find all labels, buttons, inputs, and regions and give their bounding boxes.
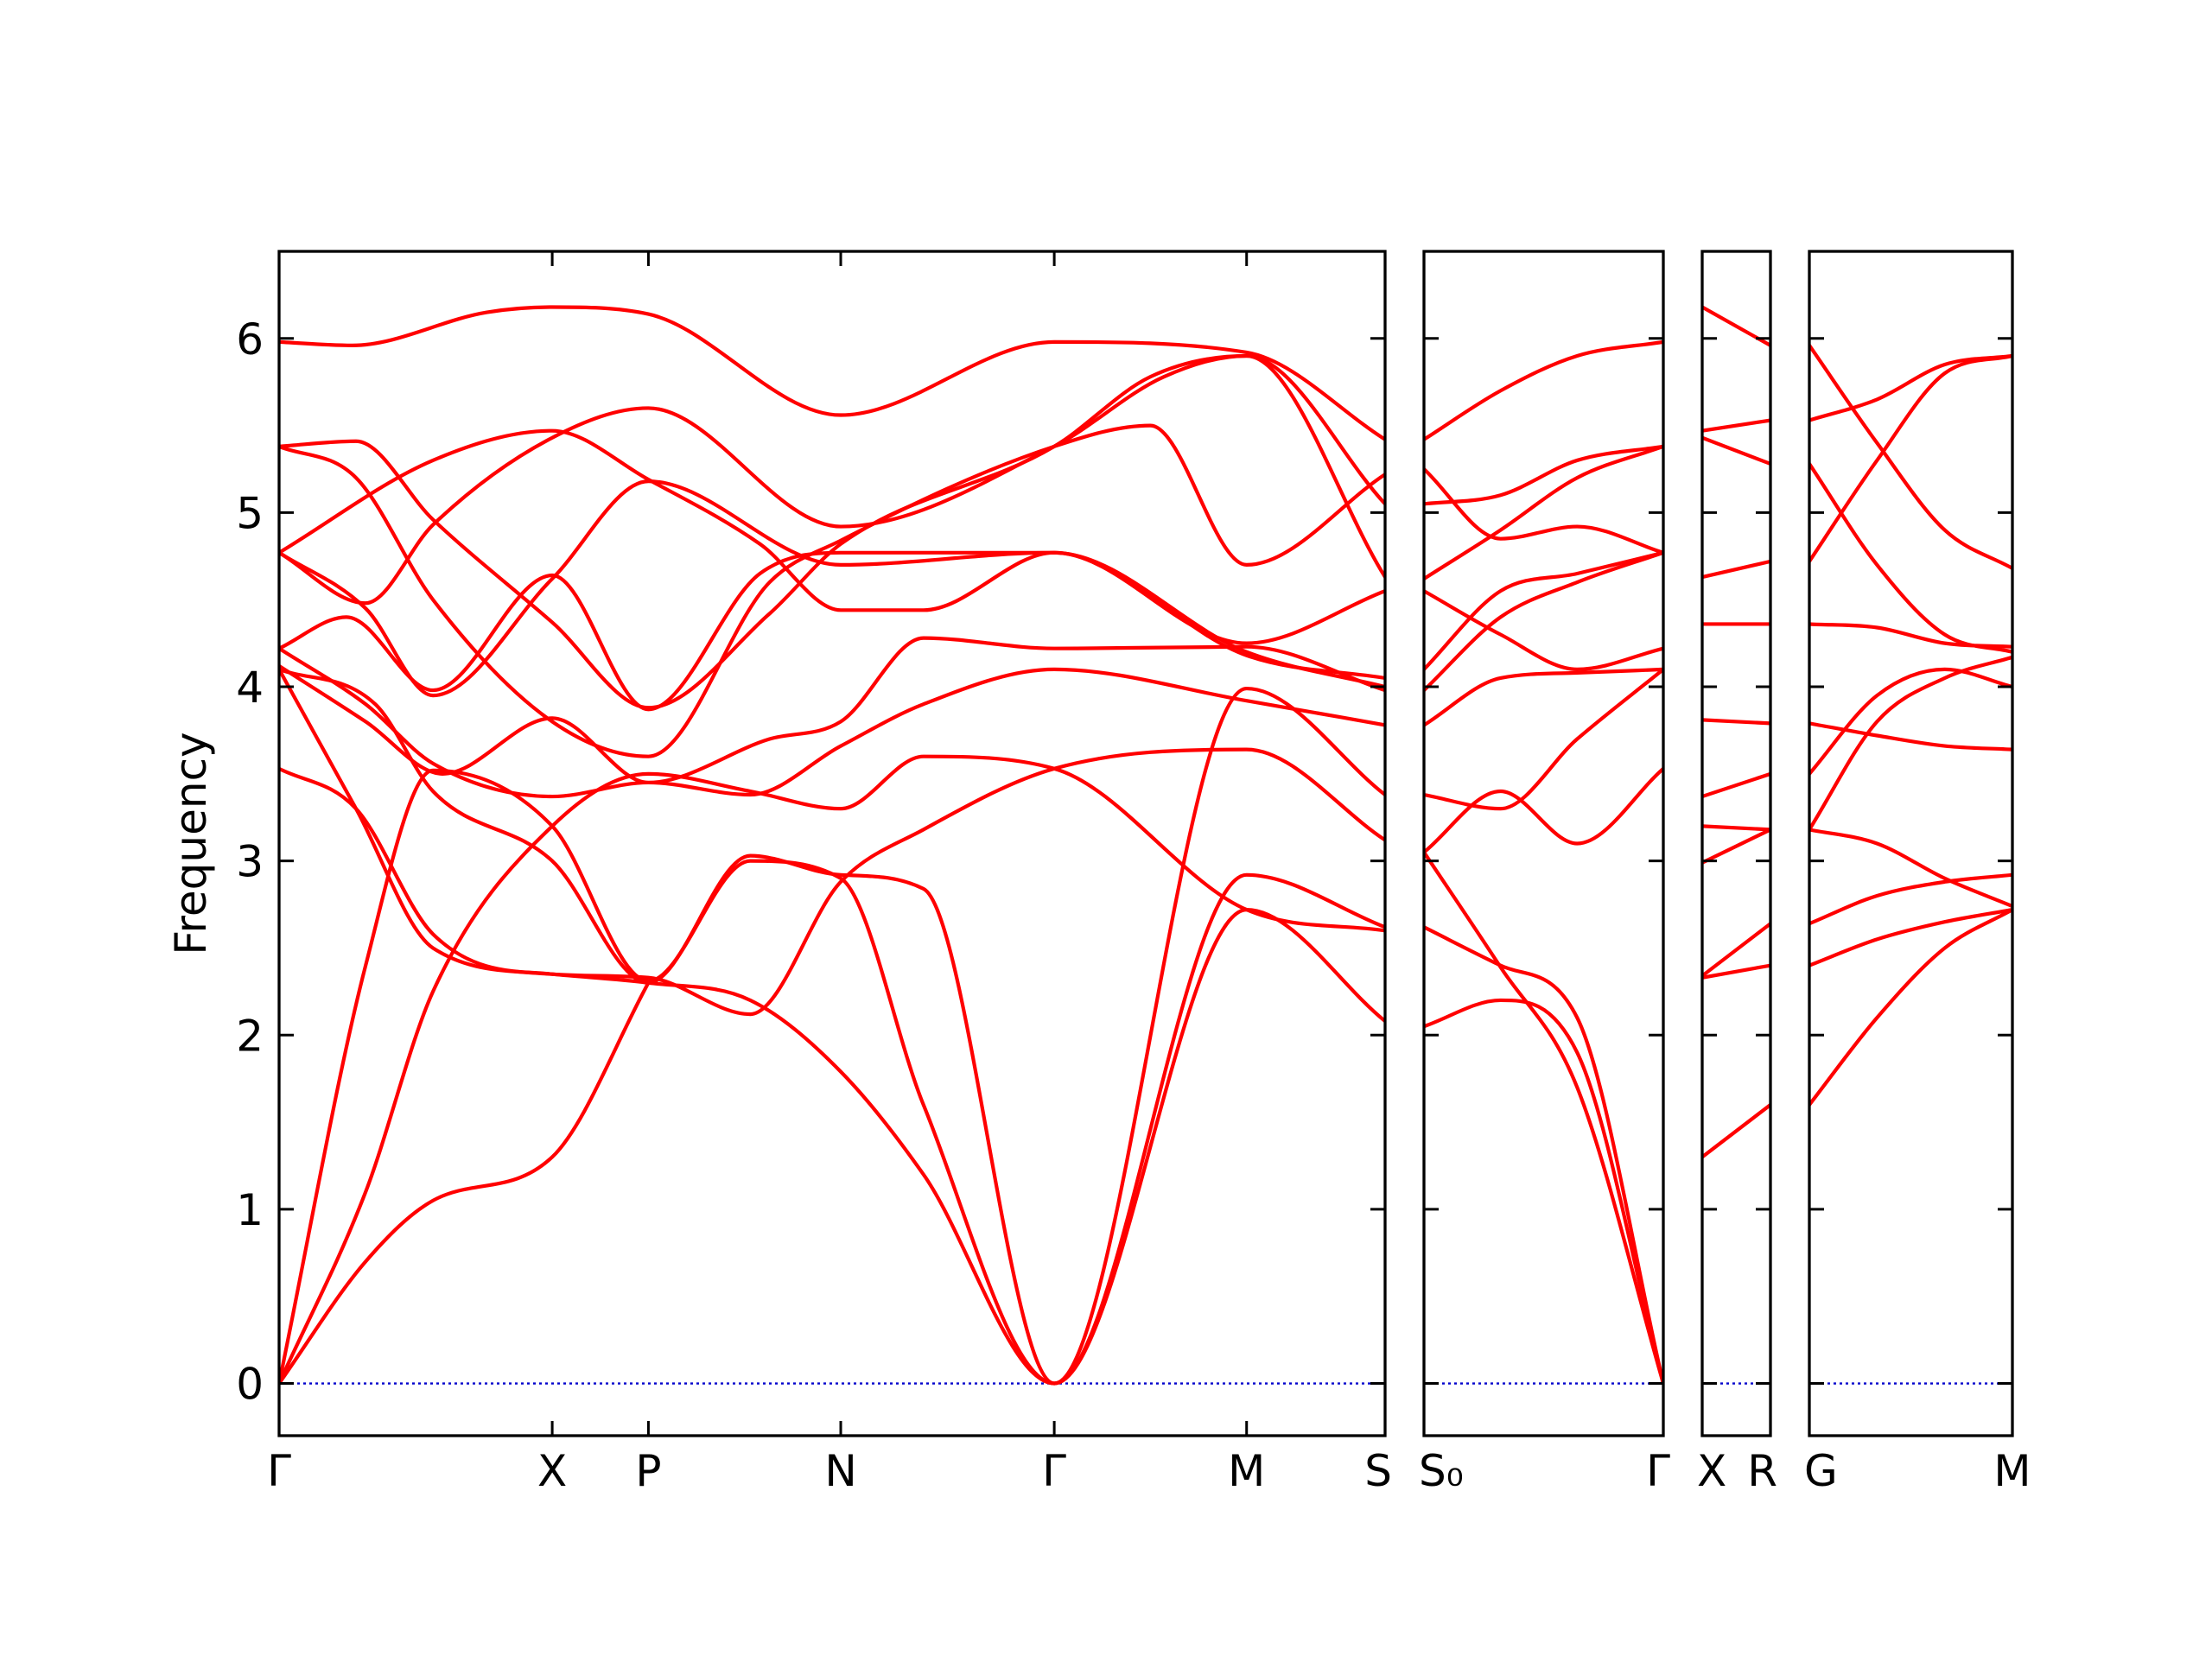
phonon-branch-9 [1702,828,1770,865]
x-tick-label: X [537,1446,567,1496]
phonon-branch-7 [1702,771,1770,799]
phonon-branch-6 [1424,550,1663,671]
phonon-branch-1 [1809,343,2012,571]
phonon-branch-6 [1702,718,1770,726]
x-tick-label: Γ [267,1446,291,1496]
phonon-branch-9 [1424,667,1663,811]
y-axis-label: Frequency [166,732,216,955]
phonon-branch-12 [279,667,1385,1386]
phonon-branch-3 [1702,435,1770,466]
phonon-branch-7 [1809,667,2012,776]
phonon-branch-11 [1702,963,1770,980]
phonon-branch-2 [1702,418,1770,433]
phonon-branch-13 [279,768,1385,1386]
panel-frame [1700,250,1772,1437]
phonon-branch-11 [279,747,1385,1017]
x-tick-label: S₀ [1419,1446,1464,1496]
phonon-branch-7 [1424,550,1663,693]
phonon-branch-10 [1424,766,1663,854]
phonon-branch-12 [1809,908,2012,1107]
phonon-branch-2 [1809,353,2012,422]
phonon-branch-4 [1702,559,1770,580]
phonon-branch-2 [1424,466,1663,555]
phonon-branch-4 [1809,353,2012,563]
phonon-branch-11 [1424,925,1663,1386]
phonon-branch-7 [279,550,1385,712]
phonon-branch-8 [1809,655,2012,832]
phonon-branch-5 [1424,589,1663,671]
x-tick-label: M [1993,1446,2031,1496]
phonon-branch-13 [1424,850,1663,1386]
phonon-branch-8 [1702,824,1770,832]
y-tick-label: 6 [236,314,264,365]
x-tick-label-end: S [1364,1446,1392,1496]
phonon-branch-14 [279,754,1385,1386]
phonon-branch-10 [1702,922,1770,978]
phonon-branch-1 [1424,339,1663,441]
x-tick-label: P [635,1446,661,1496]
x-tick-label: X [1697,1446,1726,1496]
y-tick-label: 2 [236,1011,264,1061]
panel-1: Γ X P N Γ M S 0 1 2 3 4 5 6 [236,250,1392,1496]
phonon-branch-11 [1809,908,2012,967]
phonon-branch-9 [1809,828,2012,909]
panel-frame [277,250,1387,1437]
x-tick-label: M [1228,1446,1265,1496]
panel-frame [1422,250,1665,1437]
x-tick-label: G [1804,1446,1838,1496]
x-tick-label: R [1747,1446,1777,1496]
phonon-branch-5 [1809,622,2012,649]
y-tick-label: 0 [236,1360,264,1410]
x-tick-label: Γ [1042,1446,1066,1496]
y-tick-label: 3 [236,837,264,887]
phonon-branch-12 [1424,998,1663,1386]
phonon-branch-6 [279,479,1385,698]
panel-frame [1808,250,2014,1437]
y-tick-label: 4 [236,663,264,713]
y-tick-label: 1 [236,1185,264,1235]
phonon-branch-8 [1424,667,1663,727]
phonon-branch-4 [279,353,1385,606]
phonon-branch-9 [279,646,1385,799]
phonon-branch-1 [279,305,1385,441]
phonon-branch-12 [1702,1102,1770,1159]
phonon-branch-3 [279,423,1385,758]
phonon-branch-3 [1424,444,1663,506]
phonon-branch-8 [279,636,1385,785]
phonon-branch-10 [279,667,1385,1386]
panel-2: S₀ Γ [1419,250,1670,1496]
phonon-branch-15 [279,980,651,1386]
phonon-branch-4 [1424,444,1663,581]
phonon-branch-2 [279,353,1385,710]
x-tick-label: N [824,1446,856,1496]
y-tick-label: 5 [236,488,264,538]
phonon-branch-10 [1809,872,2012,926]
x-tick-label: Γ [1646,1446,1670,1496]
